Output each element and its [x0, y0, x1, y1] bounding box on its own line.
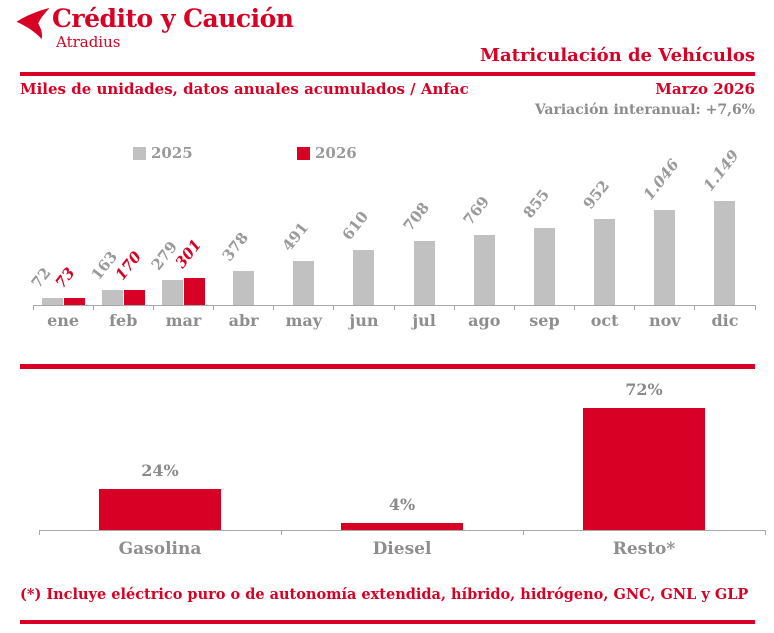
- axis-tick: [764, 530, 766, 535]
- axis-tick: [694, 305, 696, 310]
- month-label: feb: [109, 311, 138, 330]
- bar: [161, 279, 183, 305]
- monthly-chart-x-axis: ene feb mar abr may jun jul ago sep oct nov dic: [33, 311, 755, 330]
- fuel-chart-x-axis: Gasolina Diesel Resto*: [39, 539, 765, 559]
- monthly-chart-plot: 72 73 163 170 279 301 378 491 610 708 769 855 952 1.0…: [27, 147, 756, 310]
- period-label: Marzo 2026: [655, 80, 755, 98]
- legend-swatch-2026: [297, 147, 310, 160]
- bar-value-label: 72: [27, 264, 55, 293]
- bar-value-label: 1.149: [700, 146, 744, 195]
- legend-item-2026: 2026: [297, 146, 357, 161]
- axis-tick: [152, 305, 154, 310]
- month-label: mar: [165, 311, 202, 330]
- bar: [183, 277, 205, 305]
- bar: [63, 298, 85, 305]
- month-label: oct: [590, 311, 619, 330]
- month-label: sep: [529, 311, 560, 330]
- axis-tick: [92, 305, 94, 310]
- atradius-bird-icon: [16, 7, 50, 40]
- legend-label-2026: 2026: [315, 144, 357, 162]
- chart-subtitle: Miles de unidades, datos anuales acumula…: [20, 80, 469, 98]
- fuel-category-label: Resto*: [612, 539, 676, 559]
- legend-item-2025: 2025: [133, 146, 193, 161]
- bar: [533, 227, 555, 305]
- bar: [714, 201, 736, 305]
- bar-value-label: 491: [278, 218, 313, 255]
- legend-swatch-2025: [133, 147, 146, 160]
- bar: [594, 218, 616, 305]
- axis-tick: [522, 530, 524, 535]
- fuel-category-label: Gasolina: [118, 539, 202, 559]
- bar-value-label: 170: [111, 247, 145, 284]
- bottom-divider-line: [20, 620, 755, 624]
- bar-value-label: 769: [459, 193, 493, 230]
- axis-tick: [213, 305, 214, 310]
- bar: [473, 235, 495, 305]
- axis-tick: [273, 305, 275, 310]
- axis-tick: [574, 305, 575, 310]
- yoy-variation-label: Variación interanual: +7,6%: [534, 102, 755, 118]
- brand-name: Crédito y Caución: [52, 4, 294, 33]
- month-label: jul: [412, 311, 436, 330]
- bar-value-label: 301: [171, 235, 205, 272]
- bar: [99, 489, 221, 530]
- bar-value-label: 73: [51, 264, 79, 293]
- bar: [293, 260, 315, 305]
- bar: [413, 240, 435, 305]
- bar-value-label: 378: [218, 228, 253, 265]
- month-label: nov: [649, 311, 681, 330]
- fuel-category-label: Diesel: [372, 539, 432, 559]
- month-label: ago: [468, 311, 501, 330]
- month-label: may: [285, 311, 323, 330]
- axis-tick: [393, 305, 395, 310]
- bar: [353, 249, 375, 305]
- bar: [233, 270, 255, 305]
- bar-value-label: 610: [339, 207, 373, 244]
- bar: [101, 290, 123, 305]
- brand-subname: Atradius: [56, 33, 121, 51]
- axis-tick: [333, 305, 335, 310]
- page-title: Matriculación de Vehículos: [480, 45, 755, 66]
- bar: [583, 408, 705, 530]
- bar-value-label: 1.046: [639, 155, 683, 204]
- bar: [41, 298, 63, 305]
- month-label: jun: [349, 311, 379, 330]
- legend-label-2025: 2025: [151, 144, 193, 162]
- bar-percent-label: 72%: [625, 380, 663, 399]
- footnote: (*) Incluye eléctrico puro o de autonomí…: [20, 586, 749, 603]
- axis-tick: [280, 530, 282, 535]
- header-divider-line: [20, 72, 755, 76]
- month-label: abr: [228, 311, 259, 330]
- bar-percent-label: 24%: [141, 461, 179, 481]
- bar: [123, 289, 145, 305]
- axis-tick: [38, 530, 40, 535]
- section-divider-line: [20, 364, 755, 369]
- bar-value-label: 708: [399, 198, 433, 235]
- bar: [341, 523, 463, 530]
- fuel-chart-plot: 24% 4% 72%: [38, 380, 766, 535]
- month-label: ene: [47, 311, 80, 330]
- bar-value-label: 952: [579, 176, 614, 213]
- bar-percent-label: 4%: [388, 495, 416, 515]
- axis-tick: [513, 305, 515, 310]
- axis-tick: [754, 305, 756, 310]
- axis-tick: [32, 305, 34, 310]
- axis-tick: [634, 305, 636, 310]
- month-label: dic: [711, 311, 739, 330]
- bar-value-label: 855: [519, 185, 553, 222]
- bar: [654, 210, 676, 305]
- axis-tick: [453, 305, 455, 310]
